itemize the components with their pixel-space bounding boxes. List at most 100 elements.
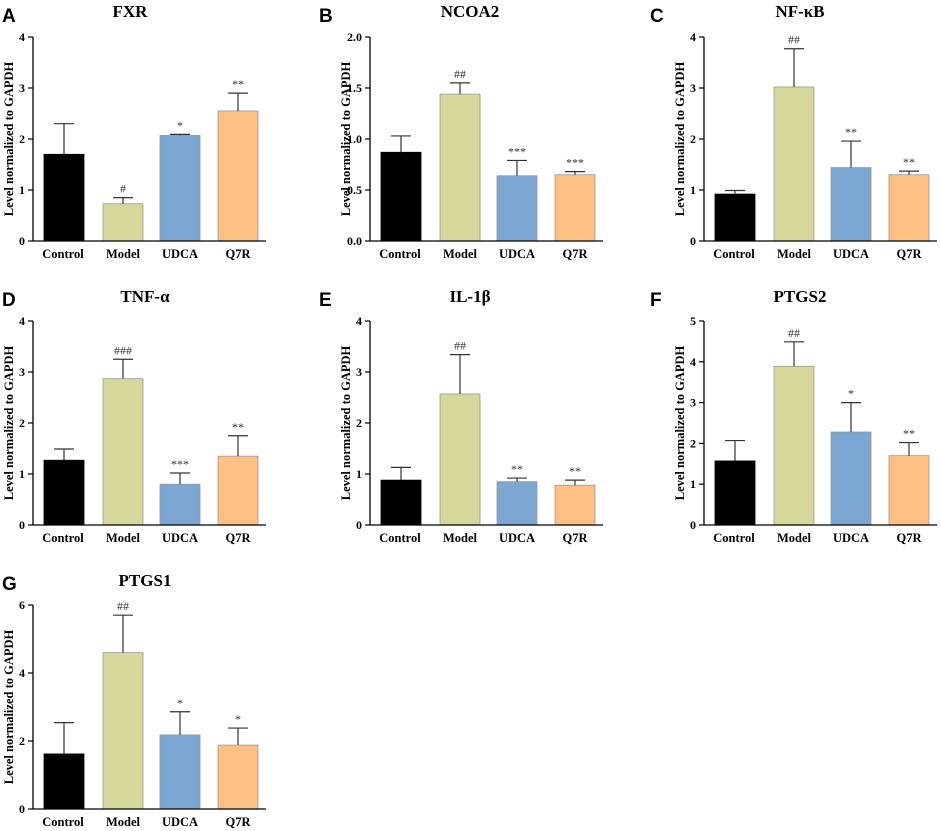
- category-label: Control: [713, 531, 755, 545]
- bar-model: [773, 86, 815, 242]
- y-tick-label: 3: [690, 81, 696, 95]
- chart-title: PTGS1: [119, 571, 172, 590]
- category-label: Q7R: [563, 531, 589, 545]
- bar-udca: [159, 483, 201, 526]
- category-label: Model: [443, 247, 478, 261]
- category-label: Q7R: [226, 531, 252, 545]
- y-tick-label: 0: [690, 234, 696, 248]
- category-label: Control: [379, 531, 421, 545]
- panel-letter: A: [2, 6, 16, 27]
- chart-title: PTGS2: [774, 287, 827, 306]
- y-tick-label: 1.5: [347, 81, 362, 95]
- bar-control: [43, 153, 85, 242]
- category-label: UDCA: [499, 531, 535, 545]
- bar-control: [380, 151, 422, 242]
- y-tick-label: 0: [356, 518, 362, 532]
- category-label: Q7R: [563, 247, 589, 261]
- y-tick-label: 2: [19, 734, 25, 748]
- bar-q7r: [217, 110, 259, 242]
- panel-f: F PTGS2 Level normalized to GAPDH Control ##…: [650, 287, 937, 545]
- chart-title: NF-κB: [775, 2, 824, 21]
- significance-label: *: [177, 696, 183, 710]
- significance-label: **: [569, 464, 581, 478]
- y-tick-label: 1: [356, 467, 362, 481]
- category-label: Model: [106, 815, 141, 829]
- y-tick-label: 3: [690, 396, 696, 410]
- bar-udca: [159, 135, 201, 242]
- y-axis-label: Level normalized to GAPDH: [339, 61, 353, 216]
- category-label: Control: [713, 247, 755, 261]
- y-tick-label: 5: [690, 314, 696, 328]
- category-label: UDCA: [833, 531, 869, 545]
- category-label: UDCA: [162, 531, 198, 545]
- category-label: Control: [42, 815, 84, 829]
- y-tick-label: 0: [19, 234, 25, 248]
- significance-label: ***: [171, 457, 189, 471]
- panel-c: C NF-κB Level normalized to GAPDH Control ##…: [650, 2, 937, 261]
- bar-q7r: [554, 174, 596, 242]
- category-label: UDCA: [833, 247, 869, 261]
- y-tick-label: 4: [690, 355, 696, 369]
- category-label: Model: [106, 531, 141, 545]
- y-tick-label: 0: [19, 802, 25, 816]
- panel-g: G PTGS1 Level normalized to GAPDH Control ##…: [2, 571, 266, 829]
- y-axis-label: Level normalized to GAPDH: [2, 61, 16, 216]
- significance-label: ##: [117, 599, 129, 613]
- y-tick-label: 4: [356, 314, 362, 328]
- category-label: Model: [443, 531, 478, 545]
- panel-letter: D: [2, 290, 16, 311]
- y-tick-label: 3: [356, 365, 362, 379]
- significance-label: **: [903, 427, 915, 441]
- y-axis-label: Level normalized to GAPDH: [673, 61, 687, 216]
- category-label: UDCA: [499, 247, 535, 261]
- y-tick-label: 2: [19, 132, 25, 146]
- y-axis-label: Level normalized to GAPDH: [2, 345, 16, 500]
- y-tick-label: 2.0: [347, 30, 362, 44]
- significance-label: ***: [566, 156, 584, 170]
- y-tick-label: 0.0: [347, 234, 362, 248]
- y-tick-label: 0: [19, 518, 25, 532]
- significance-label: ##: [788, 33, 800, 47]
- category-label: Control: [379, 247, 421, 261]
- chart-title: IL-1β: [449, 287, 490, 306]
- y-tick-label: 1.0: [347, 132, 362, 146]
- bar-control: [380, 479, 422, 526]
- bar-model: [102, 203, 144, 242]
- category-label: Model: [777, 531, 812, 545]
- significance-label: *: [177, 118, 183, 132]
- category-label: Model: [106, 247, 141, 261]
- panel-letter: E: [319, 290, 332, 311]
- y-tick-label: 1: [690, 477, 696, 491]
- y-tick-label: 4: [690, 30, 696, 44]
- bar-model: [773, 365, 815, 526]
- y-tick-label: 2: [690, 436, 696, 450]
- chart-title: TNF-α: [120, 287, 170, 306]
- bar-udca: [496, 175, 538, 242]
- bar-control: [714, 460, 756, 526]
- bar-udca: [830, 167, 872, 242]
- significance-label: ##: [788, 326, 800, 340]
- y-tick-label: 4: [19, 314, 25, 328]
- y-tick-label: 0: [690, 518, 696, 532]
- significance-label: ***: [508, 144, 526, 158]
- significance-label: ##: [454, 67, 466, 81]
- y-tick-label: 3: [19, 81, 25, 95]
- y-tick-label: 1: [19, 183, 25, 197]
- significance-label: **: [903, 155, 915, 169]
- bar-q7r: [554, 484, 596, 526]
- category-label: Control: [42, 531, 84, 545]
- category-label: Q7R: [226, 815, 252, 829]
- significance-label: **: [845, 125, 857, 139]
- bar-q7r: [217, 744, 259, 810]
- y-tick-label: 6: [19, 598, 25, 612]
- bar-model: [102, 378, 144, 526]
- bar-q7r: [888, 174, 930, 242]
- chart-title: NCOA2: [441, 2, 500, 21]
- y-tick-label: 2: [356, 416, 362, 430]
- y-tick-label: 0.5: [347, 183, 362, 197]
- y-axis-label: Level normalized to GAPDH: [339, 345, 353, 500]
- bar-udca: [496, 481, 538, 526]
- y-axis-label: Level normalized to GAPDH: [2, 629, 16, 784]
- significance-label: **: [232, 77, 244, 91]
